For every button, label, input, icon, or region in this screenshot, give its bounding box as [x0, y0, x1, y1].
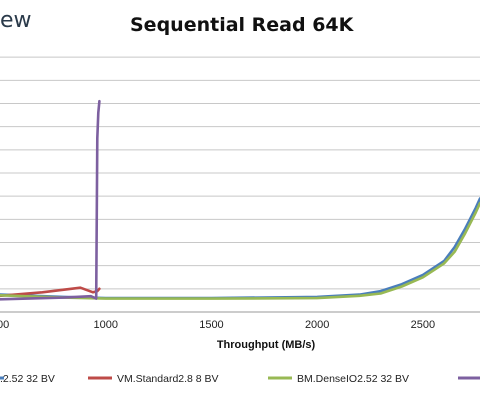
series-line-3 — [0, 99, 101, 301]
series-lines — [0, 99, 480, 301]
series-line-1 — [0, 286, 101, 298]
x-tick-label: 1000 — [93, 319, 117, 331]
x-tick-label: 2000 — [305, 319, 329, 331]
x-tick-labels: 500 1000 1500 2000 2500 — [0, 319, 435, 331]
legend-label-1: VM.Standard2.8 8 BV — [117, 373, 219, 385]
x-tick-label: 1500 — [199, 319, 223, 331]
gridlines — [0, 56, 480, 313]
chart-title: Sequential Read 64K — [130, 14, 354, 36]
legend-label-2: BM.DenseIO2.52 32 BV — [297, 373, 409, 385]
legend: .2.52 32 BV VM.Standard2.8 8 BV BM.DenseIO… — [0, 373, 480, 385]
x-tick-label: 2500 — [411, 319, 435, 331]
brand-logo-text: ew — [0, 8, 32, 33]
x-axis-label: Throughput (MB/s) — [217, 339, 316, 351]
x-tick-label: 500 — [0, 319, 9, 331]
series-line-2 — [0, 201, 480, 300]
legend-label-0: .2.52 32 BV — [0, 373, 55, 385]
